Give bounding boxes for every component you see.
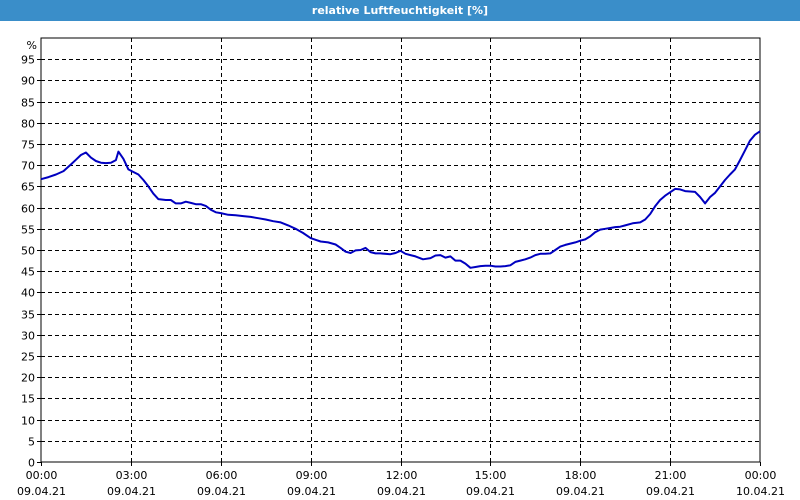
y-tick-label: 80 (21, 118, 35, 131)
y-tick-label: 45 (21, 266, 35, 279)
x-tick-date-label: 09.04.21 (466, 485, 515, 498)
y-tick-label: 95 (21, 54, 35, 67)
y-tick-label: 65 (21, 181, 35, 194)
y-tick-label: 15 (21, 393, 35, 406)
x-tick-date-label: 09.04.21 (287, 485, 336, 498)
y-tick-label: 40 (21, 287, 35, 300)
grid-lines (41, 38, 760, 462)
y-tick-label: 55 (21, 224, 35, 237)
y-tick-label: 0 (28, 457, 35, 470)
y-tick-label: 75 (21, 139, 35, 152)
x-tick-time-label: 15:00 (475, 469, 507, 482)
x-tick-time-label: 09:00 (296, 469, 328, 482)
y-tick-label: 60 (21, 203, 35, 216)
x-tick-date-label: 09.04.21 (556, 485, 605, 498)
x-tick-date-label: 10.04.21 (736, 485, 785, 498)
chart-title: relative Luftfeuchtigkeit [%] (0, 0, 800, 21)
y-tick-label: 30 (21, 330, 35, 343)
y-axis-label: % (27, 39, 37, 52)
series-line-humidity (40, 130, 761, 269)
x-tick-date-label: 09.04.21 (107, 485, 156, 498)
y-tick-label: 85 (21, 97, 35, 110)
x-tick-time-label: 03:00 (116, 469, 148, 482)
x-tick-date-label: 09.04.21 (646, 485, 695, 498)
y-tick-label: 70 (21, 160, 35, 173)
x-tick-time-label: 00:00 (745, 469, 777, 482)
x-axis: 00:00 09.04.21 03:00 09.04.21 06:00 09.04.21 0… (17, 462, 785, 498)
x-tick-time-label: 21:00 (655, 469, 687, 482)
y-tick-label: 35 (21, 309, 35, 322)
y-tick-label: 10 (21, 415, 35, 428)
y-tick-label: 90 (21, 75, 35, 88)
x-tick-date-label: 09.04.21 (17, 485, 66, 498)
x-tick-time-label: 00:00 (26, 469, 58, 482)
x-tick-time-label: 18:00 (565, 469, 597, 482)
y-tick-label: 50 (21, 245, 35, 258)
y-axis: 0 5 10 15 20 25 30 35 40 45 50 55 60 65 70 75 80 85 90 95 (21, 54, 41, 470)
series-group (40, 130, 761, 269)
x-tick-time-label: 12:00 (386, 469, 418, 482)
y-tick-label: 20 (21, 372, 35, 385)
y-tick-label: 5 (28, 436, 35, 449)
x-tick-date-label: 09.04.21 (377, 485, 426, 498)
x-tick-date-label: 09.04.21 (197, 485, 246, 498)
y-tick-label: 25 (21, 351, 35, 364)
x-tick-time-label: 06:00 (206, 469, 238, 482)
